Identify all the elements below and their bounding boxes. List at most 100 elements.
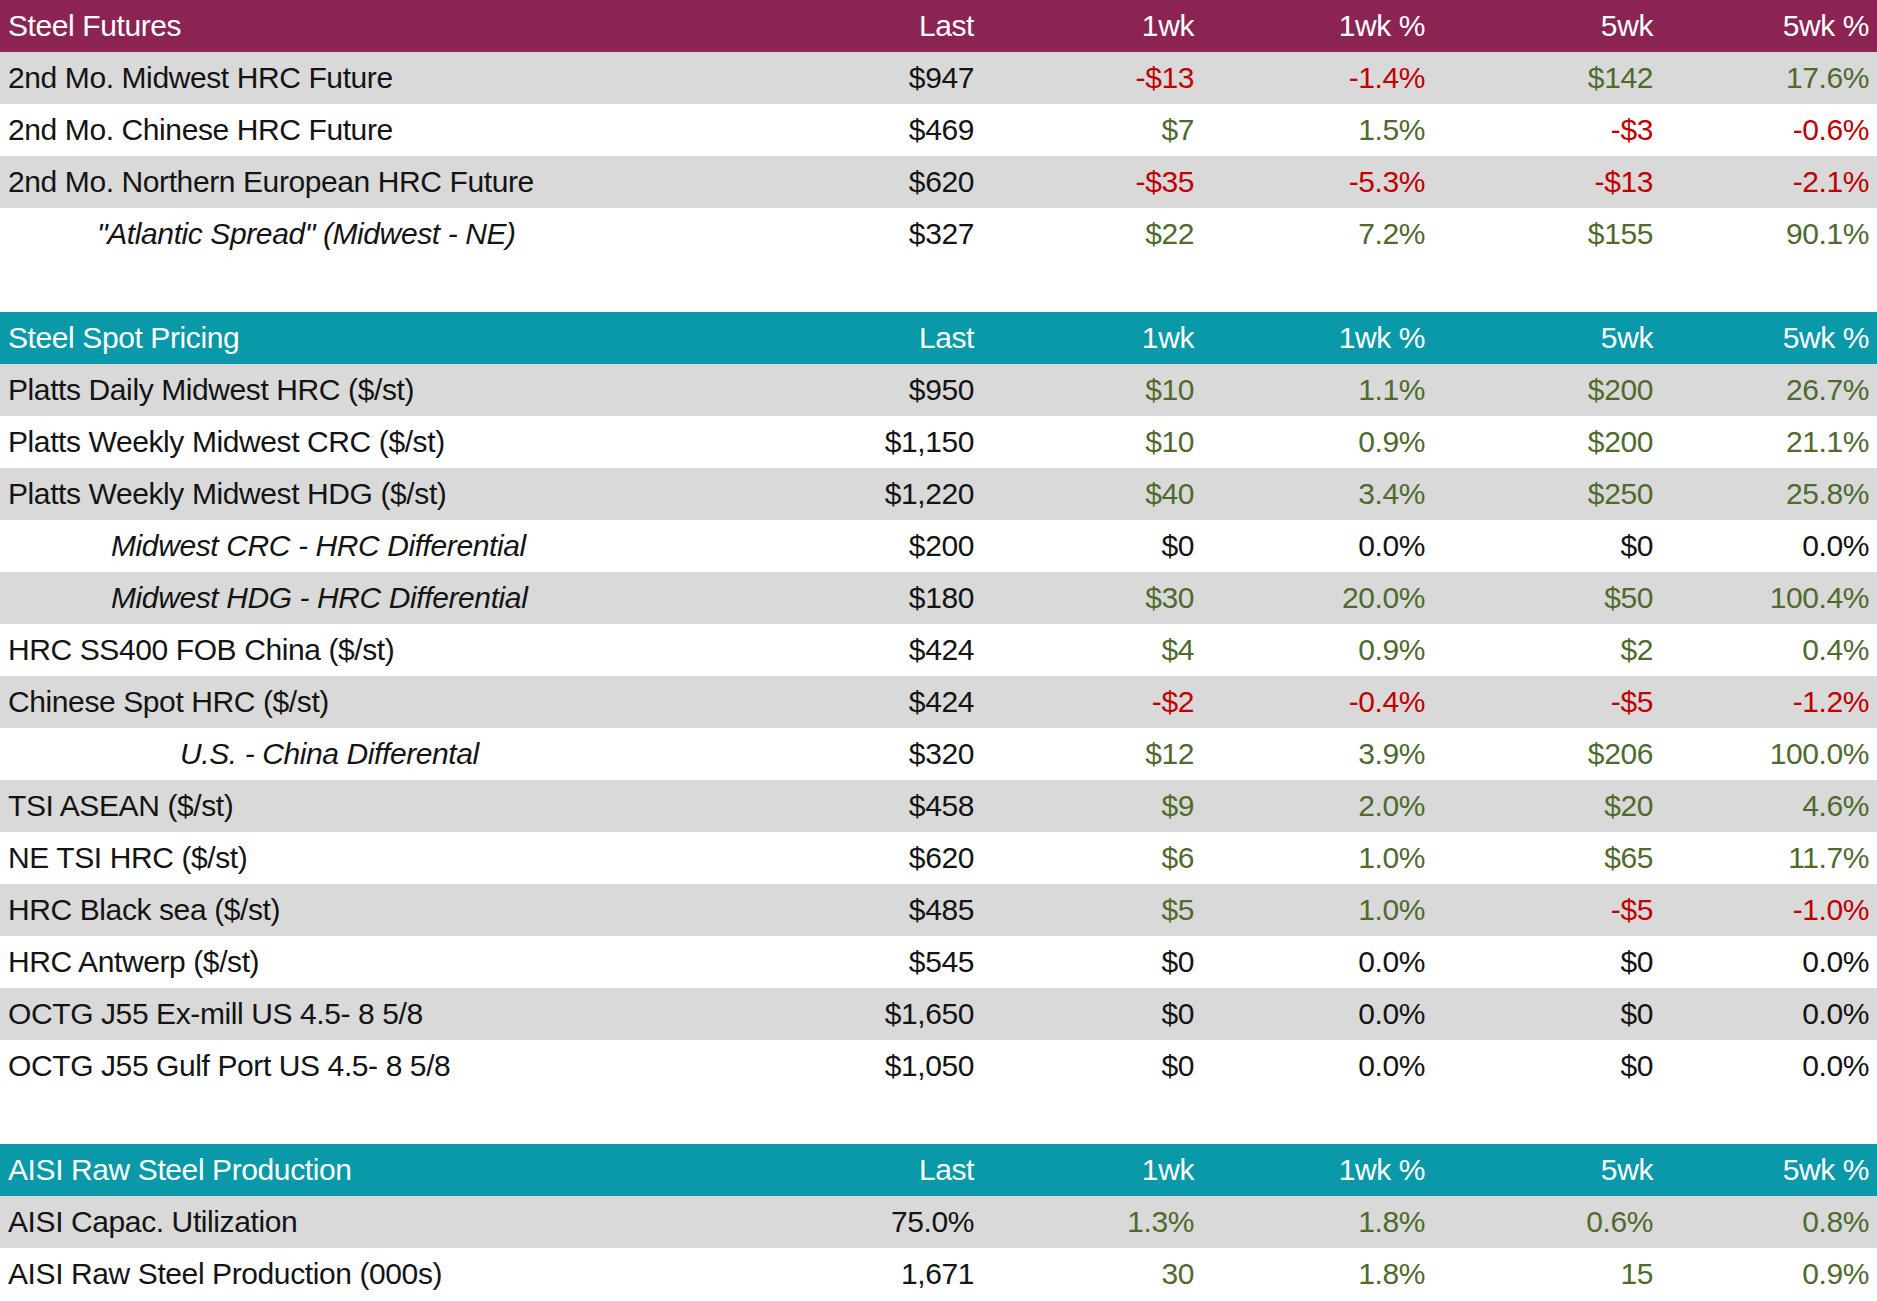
table-row: Platts Weekly Midwest HDG ($/st)$1,220$4… (0, 468, 1877, 520)
cell-5wk-pct: 17.6% (1661, 52, 1877, 104)
col-header-last: Last (836, 0, 982, 52)
row-label: U.S. - China Differental (0, 728, 836, 780)
row-label: "Atlantic Spread" (Midwest - NE) (0, 208, 836, 260)
cell-5wk: $200 (1433, 364, 1661, 416)
cell-5wk: 15 (1433, 1248, 1661, 1300)
col-header-last: Last (836, 312, 982, 364)
cell-1wk: 30 (982, 1248, 1202, 1300)
row-label: Platts Daily Midwest HRC ($/st) (0, 364, 836, 416)
cell-5wk-pct: 0.0% (1661, 1040, 1877, 1092)
row-label: Chinese Spot HRC ($/st) (0, 676, 836, 728)
table-row: Chinese Spot HRC ($/st)$424-$2-0.4%-$5-1… (0, 676, 1877, 728)
section-header-row: Steel FuturesLast1wk1wk %5wk5wk % (0, 0, 1877, 52)
row-label: NE TSI HRC ($/st) (0, 832, 836, 884)
cell-last: $1,050 (836, 1040, 982, 1092)
col-header-1wk: 1wk (982, 1144, 1202, 1196)
row-label: Midwest HDG - HRC Differential (0, 572, 836, 624)
cell-last: $1,650 (836, 988, 982, 1040)
cell-5wk-pct: 100.0% (1661, 728, 1877, 780)
spacer-row (0, 1092, 1877, 1144)
table-row: AISI Capac. Utilization75.0%1.3%1.8%0.6%… (0, 1196, 1877, 1248)
cell-1wk-pct: 3.4% (1202, 468, 1433, 520)
cell-1wk: $40 (982, 468, 1202, 520)
cell-1wk: $0 (982, 1040, 1202, 1092)
cell-5wk-pct: 0.8% (1661, 1196, 1877, 1248)
cell-5wk: -$5 (1433, 676, 1661, 728)
cell-1wk-pct: 20.0% (1202, 572, 1433, 624)
cell-1wk: $6 (982, 832, 1202, 884)
col-header-5wk: 5wk (1433, 1144, 1661, 1196)
cell-1wk: -$2 (982, 676, 1202, 728)
cell-1wk: $5 (982, 884, 1202, 936)
col-header-5wk: 5wk (1433, 312, 1661, 364)
cell-5wk-pct: 21.1% (1661, 416, 1877, 468)
cell-1wk-pct: 3.9% (1202, 728, 1433, 780)
cell-1wk: $0 (982, 936, 1202, 988)
cell-1wk: $0 (982, 988, 1202, 1040)
cell-last: $320 (836, 728, 982, 780)
cell-5wk-pct: -2.1% (1661, 156, 1877, 208)
cell-last: $180 (836, 572, 982, 624)
cell-5wk-pct: -0.6% (1661, 104, 1877, 156)
cell-5wk-pct: 0.0% (1661, 988, 1877, 1040)
cell-1wk-pct: -0.4% (1202, 676, 1433, 728)
cell-1wk-pct: 0.0% (1202, 520, 1433, 572)
spacer-row (0, 260, 1877, 312)
table-row: 2nd Mo. Northern European HRC Future$620… (0, 156, 1877, 208)
cell-5wk: $65 (1433, 832, 1661, 884)
cell-last: $620 (836, 156, 982, 208)
cell-1wk-pct: 1.1% (1202, 364, 1433, 416)
cell-1wk: $30 (982, 572, 1202, 624)
cell-last: $620 (836, 832, 982, 884)
cell-1wk-pct: 0.9% (1202, 416, 1433, 468)
cell-5wk: $0 (1433, 936, 1661, 988)
cell-5wk: $206 (1433, 728, 1661, 780)
table-row: OCTG J55 Ex-mill US 4.5- 8 5/8$1,650$00.… (0, 988, 1877, 1040)
cell-5wk-pct: 4.6% (1661, 780, 1877, 832)
cell-5wk-pct: -1.0% (1661, 884, 1877, 936)
cell-5wk-pct: 25.8% (1661, 468, 1877, 520)
cell-5wk: $0 (1433, 1040, 1661, 1092)
row-label: HRC SS400 FOB China ($/st) (0, 624, 836, 676)
cell-5wk: -$3 (1433, 104, 1661, 156)
cell-1wk: $0 (982, 520, 1202, 572)
section-title: AISI Raw Steel Production (0, 1144, 836, 1196)
cell-5wk: $250 (1433, 468, 1661, 520)
cell-5wk-pct: 0.0% (1661, 520, 1877, 572)
row-label: AISI Capac. Utilization (0, 1196, 836, 1248)
cell-5wk-pct: 90.1% (1661, 208, 1877, 260)
cell-5wk-pct: 0.0% (1661, 936, 1877, 988)
cell-5wk: $0 (1433, 520, 1661, 572)
cell-last: $200 (836, 520, 982, 572)
cell-5wk: $142 (1433, 52, 1661, 104)
cell-1wk: $9 (982, 780, 1202, 832)
cell-last: $950 (836, 364, 982, 416)
cell-5wk: $0 (1433, 988, 1661, 1040)
cell-last: $545 (836, 936, 982, 988)
cell-5wk-pct: 26.7% (1661, 364, 1877, 416)
row-label: Midwest CRC - HRC Differential (0, 520, 836, 572)
col-header-5wk-pct: 5wk % (1661, 1144, 1877, 1196)
cell-5wk: $2 (1433, 624, 1661, 676)
cell-1wk-pct: 1.0% (1202, 884, 1433, 936)
cell-last: $469 (836, 104, 982, 156)
table-row: HRC Antwerp ($/st)$545$00.0%$00.0% (0, 936, 1877, 988)
col-header-1wk-pct: 1wk % (1202, 0, 1433, 52)
table-row: Midwest HDG - HRC Differential$180$3020.… (0, 572, 1877, 624)
cell-1wk: 1.3% (982, 1196, 1202, 1248)
cell-5wk-pct: -1.2% (1661, 676, 1877, 728)
cell-last: $485 (836, 884, 982, 936)
col-header-5wk: 5wk (1433, 0, 1661, 52)
cell-1wk: -$35 (982, 156, 1202, 208)
row-label: 2nd Mo. Chinese HRC Future (0, 104, 836, 156)
table-row: HRC Black sea ($/st)$485$51.0%-$5-1.0% (0, 884, 1877, 936)
table-row: Midwest CRC - HRC Differential$200$00.0%… (0, 520, 1877, 572)
col-header-5wk-pct: 5wk % (1661, 0, 1877, 52)
table-row: TSI ASEAN ($/st)$458$92.0%$204.6% (0, 780, 1877, 832)
cell-1wk-pct: 0.0% (1202, 988, 1433, 1040)
cell-last: 75.0% (836, 1196, 982, 1248)
cell-1wk-pct: 0.0% (1202, 936, 1433, 988)
row-label: TSI ASEAN ($/st) (0, 780, 836, 832)
cell-1wk-pct: -5.3% (1202, 156, 1433, 208)
cell-1wk-pct: 1.8% (1202, 1248, 1433, 1300)
